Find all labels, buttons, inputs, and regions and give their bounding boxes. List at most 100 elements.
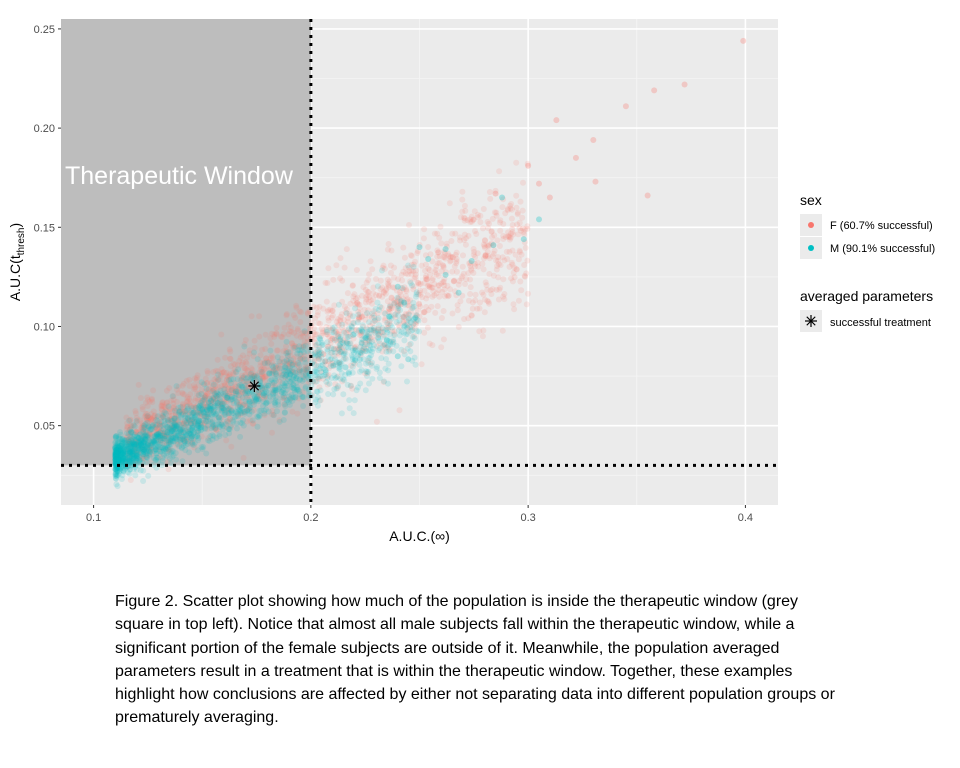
data-point	[370, 296, 377, 302]
data-point	[386, 306, 393, 313]
data-point	[162, 404, 169, 411]
data-point	[493, 266, 500, 273]
data-point	[372, 317, 379, 324]
data-point	[194, 402, 201, 409]
data-point	[129, 435, 136, 442]
data-point	[180, 420, 187, 427]
data-point	[344, 334, 351, 340]
data-point	[368, 327, 375, 334]
data-point	[152, 427, 159, 434]
data-point	[201, 394, 208, 401]
x-tick-label: 0.1	[86, 512, 101, 524]
data-point	[319, 330, 326, 336]
data-point	[314, 312, 321, 319]
data-point	[301, 328, 308, 335]
data-point	[222, 389, 229, 396]
data-point	[226, 346, 233, 353]
data-point	[160, 411, 167, 418]
data-point	[239, 394, 246, 401]
data-point	[143, 459, 150, 465]
data-point	[148, 431, 155, 437]
data-point	[430, 288, 437, 295]
data-point	[400, 286, 407, 293]
data-point	[286, 328, 293, 335]
data-point	[172, 450, 179, 456]
data-point	[225, 396, 232, 403]
data-point	[220, 393, 227, 400]
data-point	[336, 351, 343, 358]
data-point	[222, 432, 229, 438]
data-point	[273, 331, 280, 338]
data-point	[522, 244, 529, 251]
data-point	[386, 283, 393, 290]
data-point	[138, 424, 145, 431]
data-point	[147, 442, 154, 449]
data-point	[210, 394, 217, 401]
data-point	[494, 237, 501, 244]
data-point	[127, 433, 134, 440]
data-point	[336, 321, 343, 328]
data-point	[287, 349, 294, 356]
legend-key-f-dot	[808, 222, 814, 228]
data-point	[362, 387, 369, 394]
data-point	[417, 280, 424, 287]
data-point	[263, 372, 270, 379]
data-point	[185, 420, 192, 427]
data-point	[394, 301, 401, 308]
data-point	[186, 395, 193, 402]
data-point	[480, 241, 487, 248]
data-point	[133, 429, 140, 436]
data-point	[455, 281, 462, 288]
data-point	[268, 330, 275, 337]
data-point	[411, 333, 417, 340]
data-point	[216, 376, 223, 383]
data-point	[343, 246, 350, 253]
data-point	[366, 312, 373, 319]
data-point	[340, 337, 347, 344]
data-point	[153, 425, 160, 432]
data-point	[254, 356, 261, 363]
data-point	[376, 340, 383, 347]
data-point	[157, 437, 164, 444]
data-point	[247, 417, 254, 424]
data-point	[425, 256, 432, 263]
data-point	[314, 388, 321, 395]
data-point	[297, 334, 304, 341]
data-point	[342, 333, 349, 340]
data-point	[391, 331, 398, 338]
data-point	[431, 230, 438, 237]
data-point	[177, 420, 184, 426]
data-point	[172, 421, 179, 428]
data-point	[469, 305, 476, 312]
data-point	[360, 323, 366, 330]
data-point	[322, 358, 329, 365]
data-point	[406, 268, 413, 275]
data-point	[175, 430, 182, 437]
y-axis: 0.050.100.150.200.25	[34, 24, 61, 433]
data-point	[429, 275, 436, 282]
data-point	[238, 389, 245, 396]
data-point	[220, 385, 227, 392]
data-point	[148, 395, 155, 402]
data-point	[326, 365, 332, 372]
data-point	[435, 282, 442, 289]
data-point	[460, 270, 467, 277]
data-point	[417, 287, 424, 294]
data-point	[411, 303, 417, 310]
data-point	[592, 178, 599, 185]
data-point	[159, 412, 166, 419]
data-point	[517, 198, 524, 205]
data-point	[500, 196, 507, 203]
data-point	[199, 394, 206, 401]
data-point	[283, 369, 290, 376]
data-point	[232, 383, 239, 390]
data-point	[521, 239, 528, 246]
data-point	[479, 333, 486, 340]
data-point	[224, 373, 231, 380]
data-point	[336, 336, 343, 343]
data-point	[385, 308, 392, 315]
data-point	[281, 409, 288, 416]
data-point	[146, 414, 152, 421]
data-point	[272, 364, 279, 371]
data-point	[470, 216, 477, 223]
